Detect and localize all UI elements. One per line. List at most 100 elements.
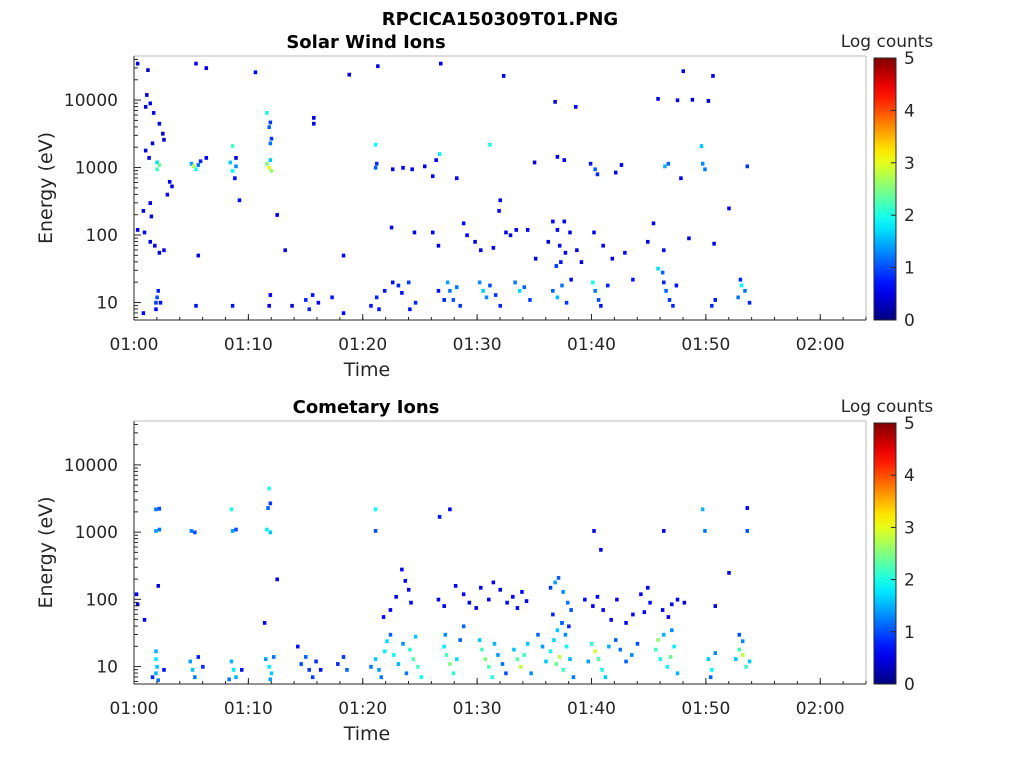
heatmap-cell: [412, 230, 417, 235]
heatmap-cell: [497, 208, 501, 213]
heatmap-cell: [588, 161, 593, 166]
heatmap-cell: [745, 529, 750, 533]
heatmap-cell: [579, 260, 584, 264]
heatmap-cell: [488, 142, 492, 147]
heatmap-cell: [737, 632, 742, 637]
heatmap-cell: [448, 288, 452, 293]
heatmap-cell: [196, 655, 201, 659]
heatmap-cell: [596, 657, 601, 662]
heatmap-cell: [304, 298, 308, 302]
heatmap-cell: [631, 612, 635, 617]
heatmap-cell: [369, 664, 373, 669]
heatmap-cell: [745, 164, 750, 169]
heatmap-cell: [552, 638, 556, 642]
colorbar-tick-label: 3: [904, 154, 915, 174]
heatmap-cell: [430, 230, 435, 235]
heatmap-cell: [307, 667, 311, 672]
heatmap-cell: [234, 156, 238, 160]
heatmap-cell: [430, 174, 435, 179]
heatmap-cell: [150, 141, 155, 146]
heatmap-cell: [234, 527, 238, 532]
heatmap-cell: [465, 233, 469, 238]
heatmap-cell: [479, 585, 483, 590]
heatmap-cell: [442, 604, 446, 608]
heatmap-cell: [648, 600, 652, 605]
y-tick-label: 100: [86, 590, 118, 610]
x-tick-label: 01:00: [110, 335, 159, 355]
heatmap-cell: [142, 617, 147, 622]
heatmap-cell: [599, 303, 603, 308]
x-tick-label: 01:30: [453, 335, 502, 355]
x-axis-label: Time: [343, 359, 391, 381]
heatmap-cell: [662, 632, 666, 637]
heatmap-cell: [524, 599, 529, 603]
heatmap-cell: [555, 228, 560, 232]
heatmap-cell: [555, 628, 560, 633]
heatmap-cell: [411, 657, 416, 662]
heatmap-cell: [508, 233, 513, 238]
heatmap-cell: [382, 288, 387, 293]
heatmap-cell: [568, 230, 572, 235]
heatmap-cell: [491, 580, 496, 585]
heatmap-cell: [615, 597, 619, 602]
heatmap-cell: [687, 236, 691, 241]
heatmap-cell: [448, 662, 452, 666]
heatmap-cell: [204, 66, 209, 71]
heatmap-cell: [656, 638, 660, 642]
heatmap-cell: [381, 615, 386, 619]
heatmap-cell: [740, 653, 745, 657]
heatmap-cell: [569, 608, 573, 612]
heatmap-cell: [266, 506, 270, 510]
heatmap-cell: [540, 644, 545, 649]
heatmap-cell: [193, 675, 197, 680]
heatmap-cell: [396, 283, 401, 288]
heatmap-cell: [703, 167, 707, 172]
heatmap-cell: [710, 303, 714, 308]
heatmap-cell: [630, 653, 634, 657]
heatmap-cell: [586, 659, 591, 664]
heatmap-cell: [373, 657, 378, 662]
heatmap-cell: [525, 641, 530, 646]
heatmap-cell: [737, 647, 742, 652]
heatmap-cell: [145, 93, 149, 97]
heatmap-cell: [341, 655, 346, 659]
heatmap-cell: [498, 198, 502, 203]
heatmap-cell: [416, 664, 420, 669]
heatmap-cell: [501, 74, 506, 78]
heatmap-cell: [437, 514, 442, 519]
heatmap-cell: [444, 653, 449, 657]
heatmap-cell: [373, 529, 378, 533]
heatmap-cell: [660, 608, 665, 612]
heatmap-cell: [593, 167, 597, 172]
heatmap-cell: [382, 649, 387, 654]
heatmap-cell: [670, 602, 674, 607]
heatmap-cell: [336, 662, 340, 666]
heatmap-cell: [562, 158, 567, 162]
colorbar-tick-label: 5: [904, 49, 915, 69]
heatmap-cell: [589, 641, 594, 646]
colorbar-tick-label: 4: [904, 466, 915, 486]
heatmap-cell: [564, 300, 569, 305]
panel-title: Solar Wind Ions: [286, 32, 445, 53]
heatmap-cell: [345, 667, 349, 672]
heatmap-cell: [477, 638, 482, 642]
heatmap-cell: [631, 277, 635, 282]
heatmap-cell: [198, 159, 203, 164]
heatmap-cell: [394, 594, 398, 599]
heatmap-cell: [148, 101, 152, 106]
plot-area: [134, 56, 866, 320]
heatmap-cell: [593, 288, 597, 293]
heatmap-cell: [445, 280, 450, 285]
heatmap-cell: [484, 295, 489, 300]
heatmap-cell: [646, 239, 650, 244]
heatmap-cell: [571, 675, 576, 680]
heatmap-cell: [512, 647, 516, 652]
heatmap-cell: [533, 256, 538, 261]
heatmap-cell: [595, 172, 600, 177]
heatmap-cell: [505, 600, 509, 605]
heatmap-cell: [228, 160, 233, 165]
heatmap-cell: [268, 120, 273, 125]
heatmap-cell: [262, 621, 267, 625]
heatmap-cell: [149, 214, 154, 219]
